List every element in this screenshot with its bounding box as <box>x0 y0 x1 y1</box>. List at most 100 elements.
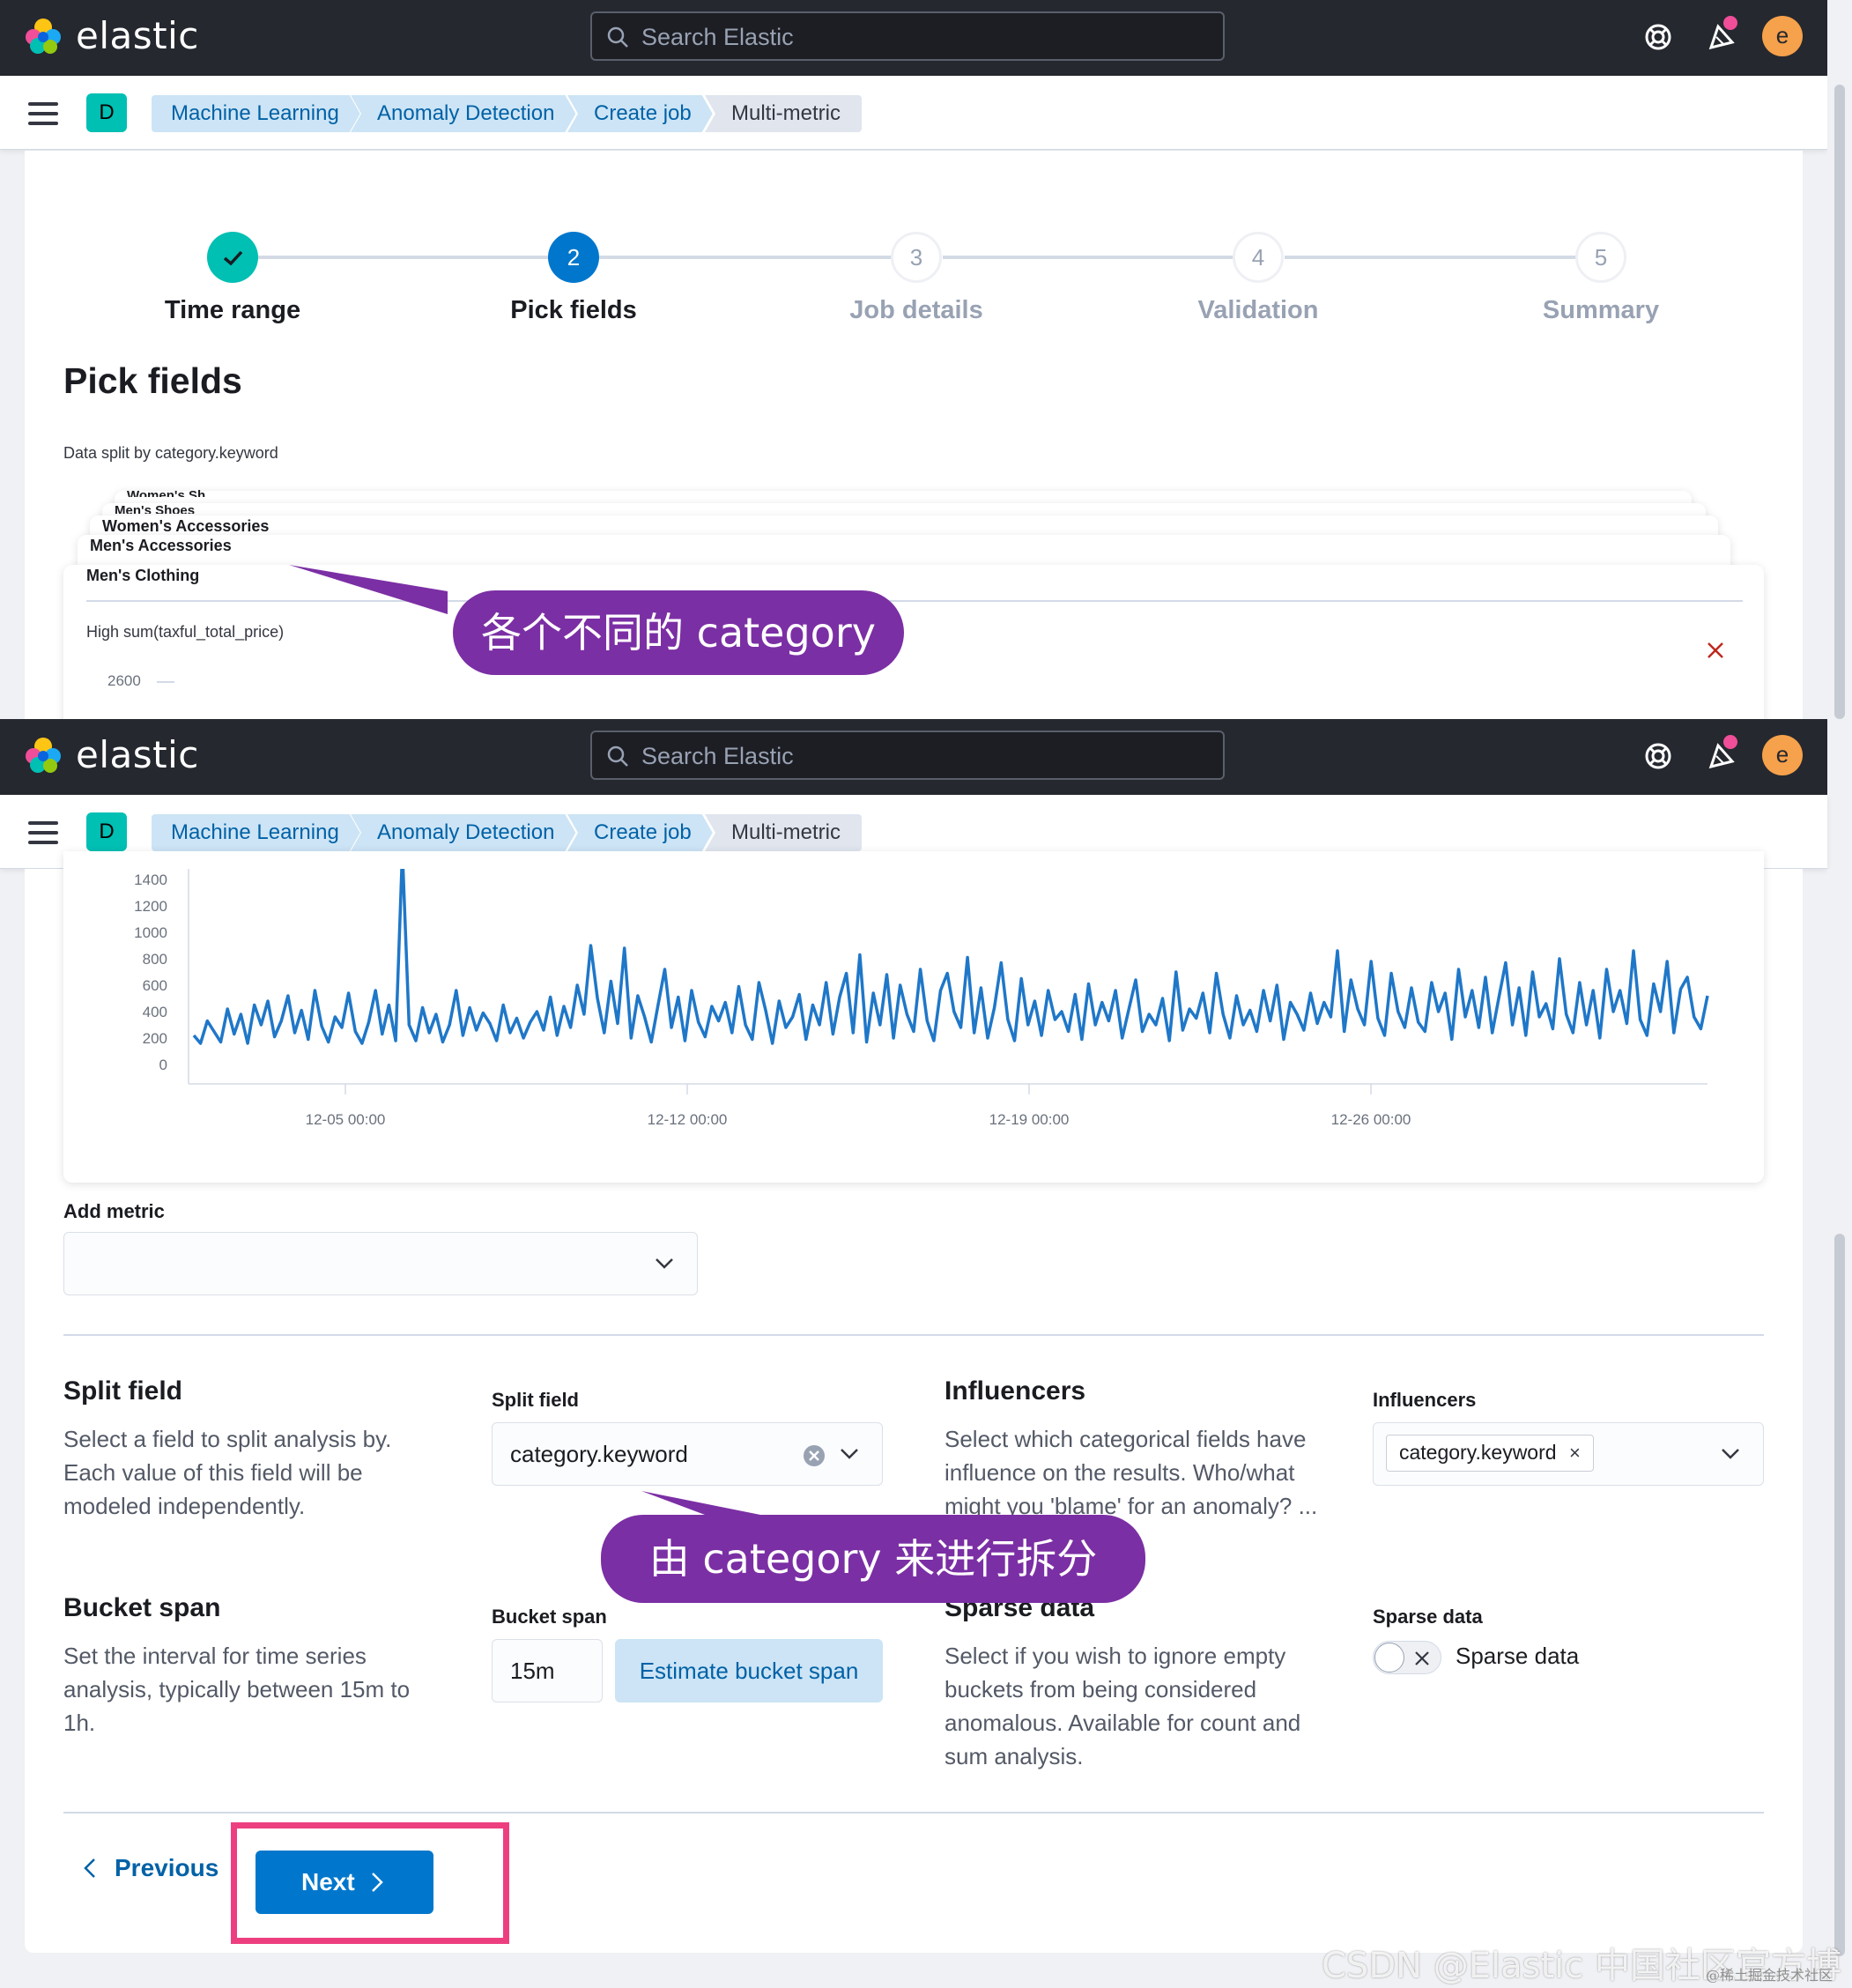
close-icon[interactable] <box>1706 641 1725 660</box>
callout-pointer <box>289 565 448 614</box>
bucket-span-input[interactable]: 15m <box>492 1639 603 1702</box>
y-tick-label: 400 <box>143 1004 167 1020</box>
step-2-current[interactable]: 2 <box>548 232 599 283</box>
split-field-select[interactable]: category.keyword <box>492 1422 883 1486</box>
x-tick-label: 12-19 00:00 <box>989 1111 1070 1128</box>
card-title: Men's Clothing <box>86 567 200 584</box>
card-title: Men's Accessories <box>90 537 232 554</box>
influencers-combobox[interactable]: category.keyword × <box>1373 1422 1764 1486</box>
influencers-description: Select which categorical fields have inf… <box>945 1426 1318 1553</box>
next-button-label: Next <box>301 1868 355 1895</box>
scrollbar-thumb[interactable] <box>1834 85 1845 719</box>
sparse-data-toggle-label: Sparse data <box>1456 1643 1580 1669</box>
step-connector <box>257 256 573 259</box>
brand-name: elastic <box>76 733 199 776</box>
y-tick-label: 200 <box>143 1030 167 1047</box>
breadcrumb-machine-learning[interactable]: Machine Learning <box>152 95 360 132</box>
help-icon[interactable] <box>1641 19 1676 55</box>
sparse-data-label: Sparse data <box>1373 1606 1483 1628</box>
y-tick-mark <box>157 681 174 683</box>
search-icon <box>607 26 628 48</box>
previous-button[interactable]: Previous <box>115 1854 219 1881</box>
step-1-complete[interactable] <box>207 232 258 283</box>
card-divider <box>86 600 1743 602</box>
top-header: elastic Search Elastic e <box>0 0 1827 76</box>
influencers-label: Influencers <box>1373 1389 1477 1411</box>
breadcrumb-machine-learning[interactable]: Machine Learning <box>152 814 360 851</box>
space-avatar[interactable]: D <box>86 812 127 851</box>
avatar[interactable]: e <box>1762 16 1803 56</box>
notification-badge <box>1723 16 1737 30</box>
elastic-logo-icon[interactable] <box>23 735 63 775</box>
bucket-span-title: Bucket span <box>63 1593 221 1622</box>
breadcrumb-bar: D Machine Learning Anomaly Detection Cre… <box>0 76 1827 150</box>
add-metric-label: Add metric <box>63 1200 165 1222</box>
chevron-left-icon <box>84 1858 95 1878</box>
toggle-knob <box>1374 1643 1404 1673</box>
chart-title: High sum(taxful_total_price) <box>86 623 285 641</box>
elastic-logo-icon[interactable] <box>23 16 63 56</box>
line-chart[interactable]: 1400 1200 1000 800 600 400 200 0 12-05 00:00 12-1… <box>63 869 1764 1168</box>
chevron-right-icon <box>372 1873 383 1892</box>
step-3: 3 <box>891 232 942 283</box>
step-1-label[interactable]: Time range <box>164 296 301 324</box>
sparse-data-toggle[interactable] <box>1373 1641 1441 1674</box>
next-button[interactable]: Next <box>256 1851 433 1914</box>
watermark-small: @稀土掘金技术社区 <box>1706 1967 1833 1984</box>
chart-card: 1400 1200 1000 800 600 400 200 0 12-05 00:00 12-1… <box>63 851 1764 1183</box>
news-feed-icon[interactable] <box>1704 738 1739 774</box>
avatar[interactable]: e <box>1762 735 1803 775</box>
bucket-span-label: Bucket span <box>492 1606 607 1628</box>
space-avatar[interactable]: D <box>86 93 127 132</box>
x-tick-label: 12-05 00:00 <box>306 1111 386 1128</box>
step-4-label: Validation <box>1197 296 1319 324</box>
chevron-down-icon <box>1722 1449 1739 1459</box>
check-icon <box>223 250 243 266</box>
news-feed-icon[interactable] <box>1704 19 1739 55</box>
breadcrumb-create-job[interactable]: Create job <box>567 814 713 851</box>
watermark: CSDN @Elastic 中国社区官方博客 <box>1322 1946 1841 1986</box>
step-5: 5 <box>1575 232 1626 283</box>
split-card-active: Men's Clothing High sum(taxful_total_pri… <box>63 565 1764 741</box>
section-divider <box>63 1334 1764 1336</box>
menu-icon[interactable] <box>28 102 58 125</box>
menu-icon[interactable] <box>28 821 58 844</box>
search-input[interactable]: Search Elastic <box>590 731 1225 780</box>
footer-divider <box>63 1812 1764 1814</box>
card-title: Women's Accessories <box>102 517 270 535</box>
influencer-pill-label: category.keyword <box>1399 1441 1557 1464</box>
card-title: Women's Sh... <box>127 488 217 497</box>
step-connector <box>599 256 916 259</box>
step-connector <box>943 256 1258 259</box>
add-metric-select[interactable] <box>63 1232 698 1295</box>
search-icon <box>607 746 628 767</box>
y-tick-label: 1200 <box>134 898 167 915</box>
split-caption: Data split by category.keyword <box>63 444 278 462</box>
series-line <box>192 869 1709 1045</box>
search-placeholder: Search Elastic <box>641 743 794 769</box>
sparse-data-description: Select if you wish to ignore empty bucke… <box>945 1643 1301 1769</box>
scrollbar-thumb[interactable] <box>1834 1234 1845 1956</box>
breadcrumb-anomaly-detection[interactable]: Anomaly Detection <box>351 814 575 851</box>
influencers-title: Influencers <box>945 1376 1086 1406</box>
search-input[interactable]: Search Elastic <box>590 11 1225 61</box>
y-tick-label: 800 <box>143 951 167 968</box>
help-icon[interactable] <box>1641 738 1676 774</box>
breadcrumb-create-job[interactable]: Create job <box>567 95 713 132</box>
highlight-box <box>231 1822 509 1944</box>
step-2-label: Pick fields <box>510 296 637 324</box>
cross-icon <box>1415 1651 1429 1665</box>
callout-pointer <box>641 1491 774 1517</box>
remove-icon[interactable]: × <box>1568 1442 1581 1464</box>
step-5-label: Summary <box>1542 296 1660 324</box>
split-field-description: Select a field to split analysis by. Eac… <box>63 1426 392 1519</box>
estimate-bucket-span-button[interactable]: Estimate bucket span <box>615 1639 883 1702</box>
card-title: Men's Shoes <box>115 503 196 514</box>
clear-icon[interactable] <box>803 1444 826 1467</box>
influencer-pill: category.keyword × <box>1386 1435 1594 1472</box>
split-field-label: Split field <box>492 1389 579 1411</box>
breadcrumb-multi-metric: Multi-metric <box>705 95 862 132</box>
x-tick-label: 12-26 00:00 <box>1331 1111 1411 1128</box>
bucket-span-description: Set the interval for time series analysi… <box>63 1643 411 1736</box>
breadcrumb-anomaly-detection[interactable]: Anomaly Detection <box>351 95 575 132</box>
